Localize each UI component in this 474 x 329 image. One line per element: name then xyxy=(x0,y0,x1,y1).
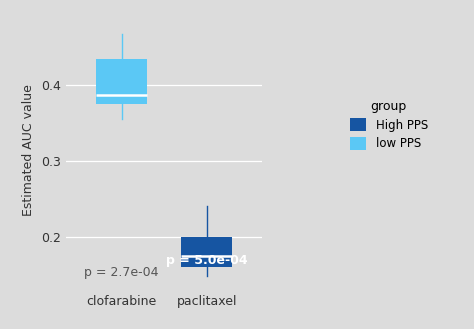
Text: p = 2.7e-04: p = 2.7e-04 xyxy=(84,266,159,279)
Bar xyxy=(181,237,232,267)
Y-axis label: Estimated AUC value: Estimated AUC value xyxy=(22,84,36,215)
Text: p = 5.0e-04: p = 5.0e-04 xyxy=(166,254,247,267)
Bar xyxy=(96,59,147,104)
Legend: High PPS, low PPS: High PPS, low PPS xyxy=(344,94,434,156)
